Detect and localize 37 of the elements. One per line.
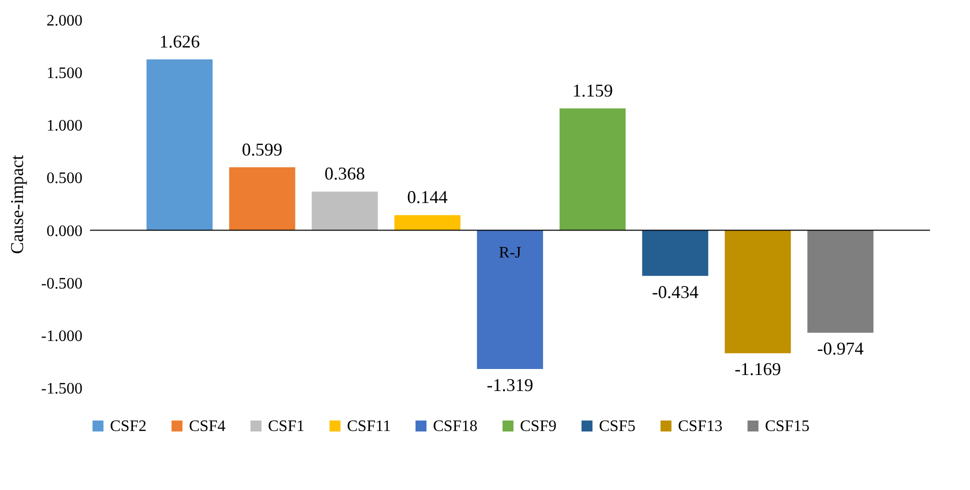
bar <box>807 230 874 333</box>
y-tick-label: -1.000 <box>41 328 82 345</box>
y-tick-label: -0.500 <box>41 275 82 292</box>
y-tick-label: 2.000 <box>46 12 82 30</box>
y-tick-label: 1.000 <box>46 118 82 135</box>
bar <box>312 192 378 230</box>
annotation: R-J <box>498 244 522 262</box>
legend-label: CSF9 <box>520 418 556 435</box>
y-tick-label: -1.500 <box>41 380 82 398</box>
bar <box>229 167 296 230</box>
bar <box>642 230 708 276</box>
legend-label: CSF15 <box>765 418 810 435</box>
y-tick-label: 0.500 <box>46 170 82 188</box>
data-label: -1.169 <box>734 359 782 380</box>
bar <box>724 230 791 354</box>
legend-label: CSF13 <box>678 418 722 435</box>
bar <box>394 215 460 230</box>
legend-label: CSF18 <box>433 418 478 435</box>
data-label: 0.368 <box>324 164 366 184</box>
data-label: 0.599 <box>242 139 282 160</box>
bar <box>476 230 544 369</box>
y-tick-label: 1.500 <box>46 65 82 82</box>
data-label: -0.434 <box>652 282 698 302</box>
data-label: 1.626 <box>159 31 200 52</box>
bar <box>146 59 213 230</box>
y-axis-title: Cause-impact <box>7 155 28 254</box>
bar <box>560 108 626 230</box>
data-label: 0.144 <box>407 187 448 208</box>
legend-label: CSF4 <box>189 418 226 435</box>
legend-label: CSF1 <box>268 418 304 435</box>
data-label: -0.974 <box>817 338 864 359</box>
legend-label: CSF2 <box>110 418 146 435</box>
legend-label: CSF5 <box>599 418 636 435</box>
y-tick-label: 0.000 <box>46 222 82 240</box>
data-label: 1.159 <box>572 80 613 100</box>
legend-label: CSF11 <box>347 418 391 435</box>
data-label: -1.319 <box>486 374 534 395</box>
